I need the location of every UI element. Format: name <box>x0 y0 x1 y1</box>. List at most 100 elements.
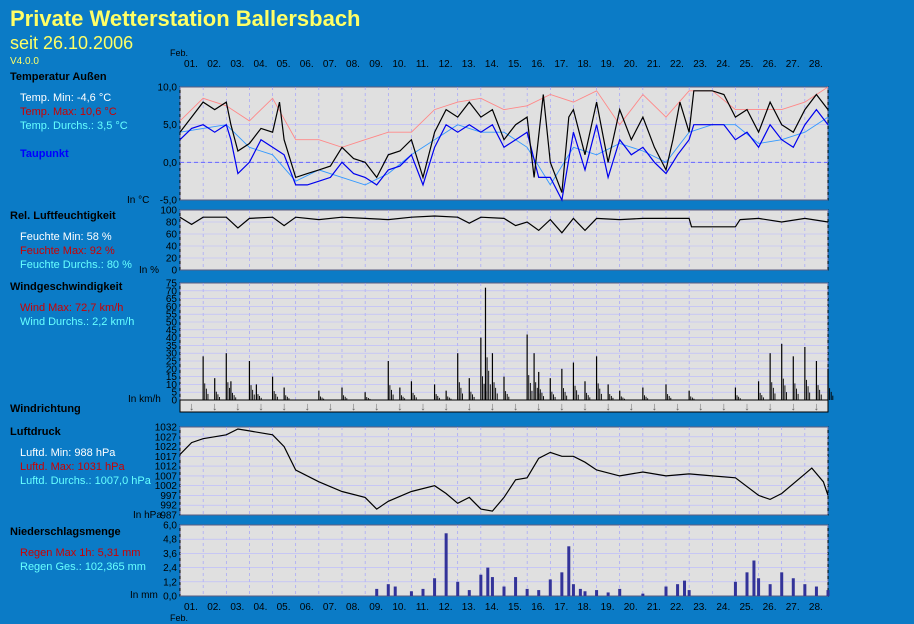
wind-tick-label: 45 <box>166 325 178 336</box>
rain-tick-label: 3,6 <box>163 549 177 560</box>
wind-avg: Wind Durchs.: 2,2 km/h <box>20 316 135 328</box>
temp-unit: In °C <box>127 195 150 206</box>
winddir-arrow: ↓ <box>189 401 195 413</box>
wind-tick-label: 50 <box>166 318 178 329</box>
winddir-arrow: ↓ <box>605 401 611 413</box>
humidity-tick-label: 100 <box>160 206 177 217</box>
wind-tick-label: 15 <box>166 372 178 383</box>
top-day-label: 06. <box>300 59 314 70</box>
winddir-arrow: ↓ <box>374 401 380 413</box>
page-title: Private Wetterstation Ballersbach <box>10 6 361 31</box>
top-day-label: 04. <box>253 59 267 70</box>
wind-tick-label: 10 <box>166 380 178 391</box>
humidity-line <box>179 215 829 234</box>
rain-title: Niederschlagsmenge <box>10 526 121 538</box>
winddir-arrow: ↓ <box>420 401 426 413</box>
dewpoint-label: Taupunkt <box>20 148 69 160</box>
bottom-day-label: 05. <box>277 602 291 613</box>
winddir-arrow: ↓ <box>212 401 218 413</box>
wind-tick-label: 20 <box>166 364 178 375</box>
winddir-arrow: ↓ <box>744 401 750 413</box>
winddir-strip <box>179 399 829 413</box>
rain-total: Regen Ges.: 102,365 mm <box>20 561 146 573</box>
bottom-day-label: 03. <box>230 602 244 613</box>
rain-bar <box>467 590 471 596</box>
top-day-label: 17. <box>554 59 568 70</box>
bottom-day-label: 07. <box>323 602 337 613</box>
rain-bar <box>525 588 529 596</box>
winddir-arrow: ↓ <box>652 401 658 413</box>
humidity-max: Feuchte Max: 92 % <box>20 245 115 257</box>
winddir-arrow: ↓ <box>328 401 334 413</box>
bottom-day-label: 25. <box>739 602 753 613</box>
bottom-day-label: 20. <box>624 602 638 613</box>
wind-max: Wind Max: 72,7 km/h <box>20 302 124 314</box>
bottom-day-label: 12. <box>439 602 453 613</box>
rain-bar <box>768 584 772 596</box>
top-day-label: 21. <box>647 59 661 70</box>
winddir-arrow: ↓ <box>235 401 241 413</box>
bottom-day-label: 19. <box>601 602 615 613</box>
humidity-tick-label: 40 <box>166 242 178 253</box>
bottom-day-label: 08. <box>346 602 360 613</box>
rain-bar <box>393 586 397 596</box>
temperature-tick-label: 10,0 <box>158 83 178 94</box>
winddir-arrow: ↓ <box>443 401 449 413</box>
rain-tick-label: 1,2 <box>163 577 177 588</box>
top-day-label: 28. <box>809 59 823 70</box>
pressure-tick-label: 997 <box>160 491 177 502</box>
top-day-label: 22. <box>670 59 684 70</box>
bottom-day-label: 22. <box>670 602 684 613</box>
rain-bar <box>548 579 552 596</box>
rain-bar <box>537 590 541 596</box>
wind-title: Windgeschwindigkeit <box>10 281 123 293</box>
top-day-label: 12. <box>439 59 453 70</box>
top-day-label: 13. <box>462 59 476 70</box>
pressure-line <box>179 428 829 512</box>
winddir-arrow: ↓ <box>536 401 542 413</box>
rain-bar <box>803 584 807 596</box>
pressure-title: Luftdruck <box>10 426 61 438</box>
rain-bar <box>490 577 494 596</box>
pressure-tick-label: 1007 <box>155 471 178 482</box>
rain-bar <box>386 584 390 596</box>
rain-bar <box>595 590 599 596</box>
rain-bar <box>456 581 460 596</box>
bottom-day-label: 06. <box>300 602 314 613</box>
wind-tick-label: 30 <box>166 349 178 360</box>
winddir-arrow: ↓ <box>698 401 704 413</box>
bottom-day-label: 15. <box>508 602 522 613</box>
top-day-label: 14. <box>485 59 499 70</box>
bottom-day-label: 28. <box>809 602 823 613</box>
rain-bar <box>687 590 691 596</box>
bottom-day-label: 26. <box>763 602 777 613</box>
top-month-label: Feb. <box>170 48 188 58</box>
wind-tick-label: 35 <box>166 341 178 352</box>
humidity-tick-label: 60 <box>166 230 178 241</box>
winddir-arrow: ↓ <box>791 401 797 413</box>
temperature-tick-label: 5,0 <box>163 120 177 131</box>
wind-tick-label: 40 <box>166 333 178 344</box>
winddir-arrow: ↓ <box>467 401 473 413</box>
pressure-tick-label: 1027 <box>155 432 178 443</box>
pressure-max: Luftd. Max: 1031 hPa <box>20 461 125 473</box>
bottom-day-label: 02. <box>207 602 221 613</box>
rain-bar <box>745 572 749 596</box>
top-day-label: 01. <box>184 59 198 70</box>
rain-bar <box>567 546 571 596</box>
winddir-arrow: ↓ <box>351 401 357 413</box>
top-day-label: 09. <box>369 59 383 70</box>
temp-avg: Temp. Durchs.: 3,5 °C <box>20 120 128 132</box>
humidity-unit: In % <box>139 265 160 276</box>
humidity-tick-label: 20 <box>166 254 178 265</box>
bottom-day-label: 11. <box>416 602 429 613</box>
humidity-title: Rel. Luftfeuchtigkeit <box>10 210 116 222</box>
pressure-tick-label: 1022 <box>155 442 178 453</box>
temperature-line <box>179 90 829 193</box>
rain-bar <box>791 578 795 596</box>
pressure-avg: Luftd. Durchs.: 1007,0 hPa <box>20 475 151 487</box>
pressure-tick-label: 992 <box>160 501 177 512</box>
top-day-label: 23. <box>693 59 707 70</box>
rain-unit: In mm <box>130 590 158 601</box>
temperature-tick-label: -5,0 <box>160 196 178 207</box>
